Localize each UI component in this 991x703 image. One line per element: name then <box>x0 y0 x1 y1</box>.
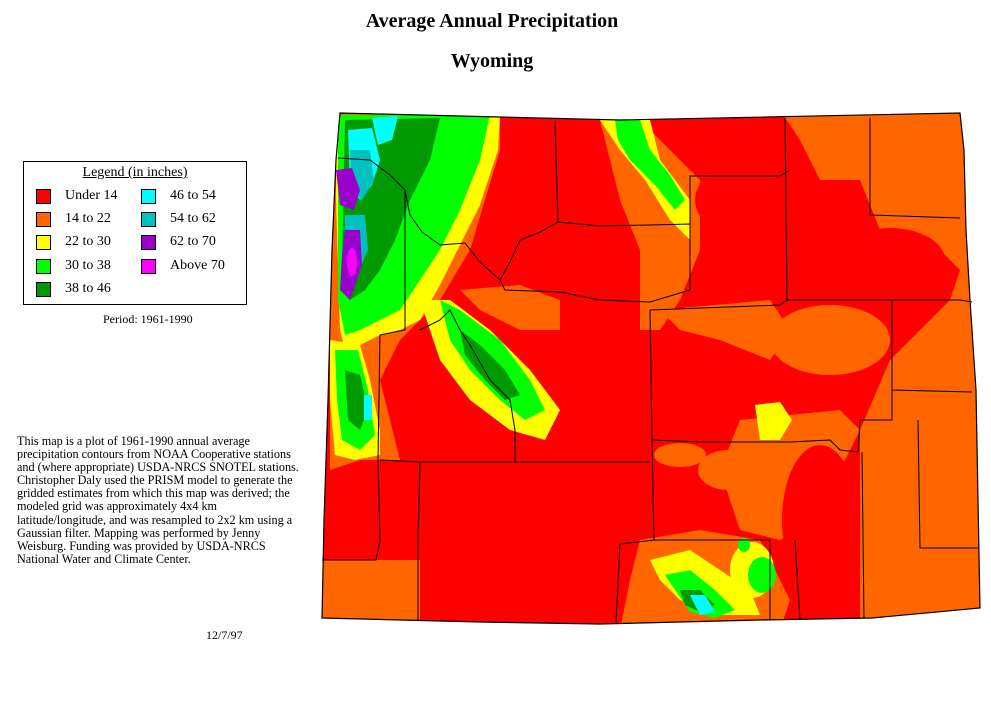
legend-swatch <box>141 258 156 274</box>
legend-swatch <box>36 188 51 204</box>
legend-item-38-to-46: 38 to 46 <box>36 280 111 298</box>
legend-label: 54 to 62 <box>170 211 216 226</box>
legend-label: 14 to 22 <box>65 211 111 226</box>
legend-swatch <box>36 281 51 297</box>
legend: Legend (in inches) Under 14 14 to 22 22 … <box>23 161 247 305</box>
legend-label: Above 70 <box>170 258 225 273</box>
legend-item-under-14: Under 14 <box>36 187 118 205</box>
map-title: Average Annual Precipitation <box>365 10 619 32</box>
legend-heading: Legend (in inches) <box>82 165 188 180</box>
description-text: This map is a plot of 1961-1990 annual a… <box>17 434 299 566</box>
legend-label: Under 14 <box>65 188 118 203</box>
legend-swatch <box>36 234 51 250</box>
period-note: Period: 1961-1990 <box>103 312 193 326</box>
legend-label: 22 to 30 <box>65 234 111 249</box>
legend-item-30-to-38: 30 to 38 <box>36 257 111 275</box>
legend-item-54-to-62: 54 to 62 <box>141 210 216 228</box>
map-date: 12/7/97 <box>206 628 243 642</box>
legend-swatch <box>141 211 156 227</box>
legend-item-above-70: Above 70 <box>141 257 225 275</box>
legend-swatch <box>36 211 51 227</box>
legend-label: 30 to 38 <box>65 258 111 273</box>
legend-label: 46 to 54 <box>170 188 216 203</box>
map-subtitle: Wyoming <box>450 50 534 72</box>
legend-label: 62 to 70 <box>170 234 216 249</box>
legend-swatch <box>141 188 156 204</box>
legend-item-62-to-70: 62 to 70 <box>141 233 216 251</box>
legend-item-14-to-22: 14 to 22 <box>36 210 111 228</box>
legend-item-22-to-30: 22 to 30 <box>36 233 111 251</box>
legend-swatch <box>141 234 156 250</box>
legend-label: 38 to 46 <box>65 281 111 296</box>
legend-item-46-to-54: 46 to 54 <box>141 187 216 205</box>
legend-swatch <box>36 258 51 274</box>
